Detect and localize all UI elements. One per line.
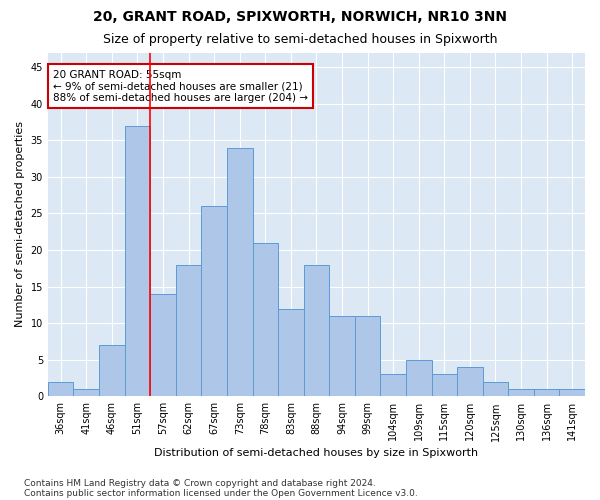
Y-axis label: Number of semi-detached properties: Number of semi-detached properties <box>15 122 25 328</box>
Bar <box>534 389 559 396</box>
Bar <box>380 374 406 396</box>
Bar <box>304 264 329 396</box>
X-axis label: Distribution of semi-detached houses by size in Spixworth: Distribution of semi-detached houses by … <box>154 448 479 458</box>
Bar <box>125 126 150 396</box>
Bar <box>406 360 431 397</box>
Text: Contains public sector information licensed under the Open Government Licence v3: Contains public sector information licen… <box>24 488 418 498</box>
Text: 20, GRANT ROAD, SPIXWORTH, NORWICH, NR10 3NN: 20, GRANT ROAD, SPIXWORTH, NORWICH, NR10… <box>93 10 507 24</box>
Bar <box>559 389 585 396</box>
Bar <box>482 382 508 396</box>
Bar <box>329 316 355 396</box>
Bar <box>457 367 482 396</box>
Bar <box>150 294 176 396</box>
Bar <box>176 264 202 396</box>
Bar <box>73 389 99 396</box>
Bar <box>227 148 253 396</box>
Bar <box>48 382 73 396</box>
Bar <box>431 374 457 396</box>
Bar <box>253 242 278 396</box>
Bar <box>508 389 534 396</box>
Bar <box>355 316 380 396</box>
Bar <box>99 345 125 397</box>
Text: Contains HM Land Registry data © Crown copyright and database right 2024.: Contains HM Land Registry data © Crown c… <box>24 478 376 488</box>
Bar <box>202 206 227 396</box>
Text: 20 GRANT ROAD: 55sqm
← 9% of semi-detached houses are smaller (21)
88% of semi-d: 20 GRANT ROAD: 55sqm ← 9% of semi-detach… <box>53 70 308 103</box>
Bar <box>278 308 304 396</box>
Text: Size of property relative to semi-detached houses in Spixworth: Size of property relative to semi-detach… <box>103 32 497 46</box>
